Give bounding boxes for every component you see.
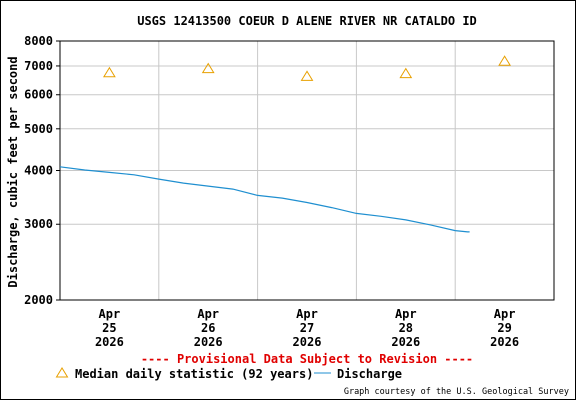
y-tick-label: 6000 [24,88,53,102]
x-tick-day: 29 [497,321,511,335]
x-tick-day: 28 [399,321,413,335]
y-tick-label: 2000 [24,293,53,307]
median-marker [300,70,314,81]
legend-discharge-label: Discharge [337,367,402,381]
y-axis-label: Discharge, cubic feet per second [6,56,20,287]
series-layer [59,55,511,233]
y-tick-label: 7000 [24,59,53,73]
y-axis-ticks: 2000 3000 4000 5000 6000 7000 8000 [24,34,60,307]
legend-median-label: Median daily statistic (92 years) [75,367,313,381]
median-marker [399,67,413,79]
x-tick-year: 2026 [391,335,420,349]
x-tick-month: Apr [99,307,121,321]
grid-lines [60,41,554,300]
x-tick-month: Apr [197,307,219,321]
x-tick-month: Apr [296,307,318,321]
x-tick-year: 2026 [95,335,124,349]
median-marker [498,55,511,66]
x-tick-day: 26 [201,321,215,335]
median-marker [103,66,116,78]
provisional-notice: ---- Provisional Data Subject to Revisio… [141,352,473,366]
x-tick-day: 27 [300,321,314,335]
legend-median-marker [55,367,69,378]
x-tick-year: 2026 [490,335,519,349]
x-tick-month: Apr [395,307,417,321]
y-tick-label: 5000 [24,122,53,136]
x-tick-day: 25 [102,321,116,335]
y-tick-label: 4000 [24,164,53,178]
discharge-line [59,166,470,233]
credit-text: Graph courtesy of the U.S. Geological Su… [344,387,569,397]
x-tick-year: 2026 [293,335,322,349]
y-tick-label: 8000 [24,34,53,48]
x-tick-month: Apr [494,307,516,321]
chart-title: USGS 12413500 COEUR D ALENE RIVER NR CAT… [137,14,477,28]
x-tick-year: 2026 [194,335,223,349]
y-tick-label: 3000 [24,217,53,231]
median-marker [201,62,215,74]
x-axis-ticks: Apr252026Apr262026Apr272026Apr282026Apr2… [95,307,519,349]
legend: Median daily statistic (92 years) Discha… [55,367,402,381]
